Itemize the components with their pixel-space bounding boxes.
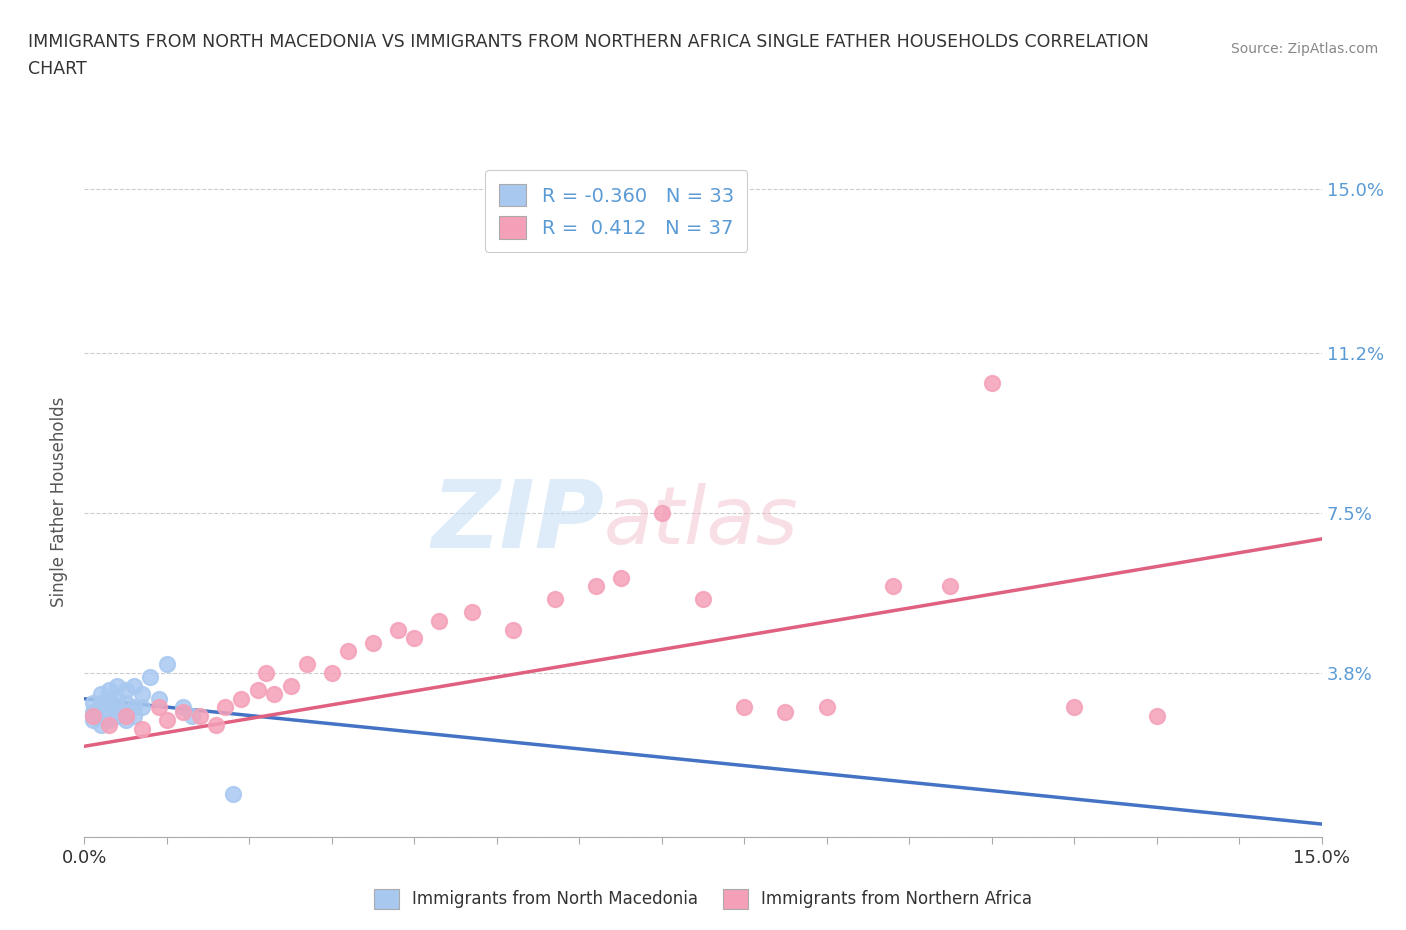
Point xyxy=(98,713,121,728)
Point xyxy=(90,687,112,702)
Point xyxy=(939,579,962,594)
Point xyxy=(98,700,121,715)
Point xyxy=(585,579,607,594)
Point xyxy=(148,700,170,715)
Point xyxy=(90,717,112,732)
Point xyxy=(82,704,104,719)
Point xyxy=(90,696,112,711)
Point xyxy=(156,657,179,671)
Point xyxy=(105,678,128,693)
Point xyxy=(82,696,104,711)
Point xyxy=(105,691,128,706)
Point xyxy=(214,700,236,715)
Point xyxy=(82,713,104,728)
Point xyxy=(222,787,245,802)
Point xyxy=(114,696,136,711)
Point xyxy=(254,665,277,680)
Text: atlas: atlas xyxy=(605,484,799,562)
Point xyxy=(337,644,360,658)
Point xyxy=(122,700,145,715)
Text: IMMIGRANTS FROM NORTH MACEDONIA VS IMMIGRANTS FROM NORTHERN AFRICA SINGLE FATHER: IMMIGRANTS FROM NORTH MACEDONIA VS IMMIG… xyxy=(28,33,1149,50)
Point xyxy=(543,592,565,607)
Point xyxy=(404,631,426,645)
Point xyxy=(82,709,104,724)
Point xyxy=(90,709,112,724)
Point xyxy=(775,704,797,719)
Point xyxy=(131,687,153,702)
Legend: Immigrants from North Macedonia, Immigrants from Northern Africa: Immigrants from North Macedonia, Immigra… xyxy=(367,882,1039,916)
Point xyxy=(205,717,228,732)
Point xyxy=(122,709,145,724)
Point xyxy=(148,691,170,706)
Point xyxy=(131,722,153,737)
Point xyxy=(609,570,631,585)
Point xyxy=(502,622,524,637)
Point xyxy=(114,709,136,724)
Point xyxy=(651,506,673,521)
Point xyxy=(98,704,121,719)
Point xyxy=(156,713,179,728)
Point xyxy=(172,700,194,715)
Point xyxy=(114,683,136,698)
Text: ZIP: ZIP xyxy=(432,476,605,568)
Point xyxy=(114,704,136,719)
Point xyxy=(427,614,450,629)
Point xyxy=(461,604,484,619)
Point xyxy=(180,709,202,724)
Point xyxy=(321,665,343,680)
Point xyxy=(1146,709,1168,724)
Point xyxy=(188,709,211,724)
Point xyxy=(263,687,285,702)
Point xyxy=(172,704,194,719)
Point xyxy=(98,691,121,706)
Point xyxy=(980,376,1002,391)
Point xyxy=(139,670,162,684)
Point xyxy=(882,579,904,594)
Point xyxy=(98,717,121,732)
Text: CHART: CHART xyxy=(28,60,87,78)
Point xyxy=(82,709,104,724)
Point xyxy=(387,622,409,637)
Point xyxy=(131,700,153,715)
Point xyxy=(229,691,252,706)
Point xyxy=(815,700,838,715)
Point xyxy=(733,700,755,715)
Point xyxy=(90,700,112,715)
Point xyxy=(280,678,302,693)
Point xyxy=(114,713,136,728)
Point xyxy=(692,592,714,607)
Point xyxy=(98,683,121,698)
Point xyxy=(1063,700,1085,715)
Y-axis label: Single Father Households: Single Father Households xyxy=(51,397,69,607)
Text: Source: ZipAtlas.com: Source: ZipAtlas.com xyxy=(1230,42,1378,56)
Point xyxy=(246,683,269,698)
Point xyxy=(361,635,384,650)
Point xyxy=(122,678,145,693)
Point xyxy=(105,700,128,715)
Point xyxy=(105,709,128,724)
Point xyxy=(295,657,318,671)
